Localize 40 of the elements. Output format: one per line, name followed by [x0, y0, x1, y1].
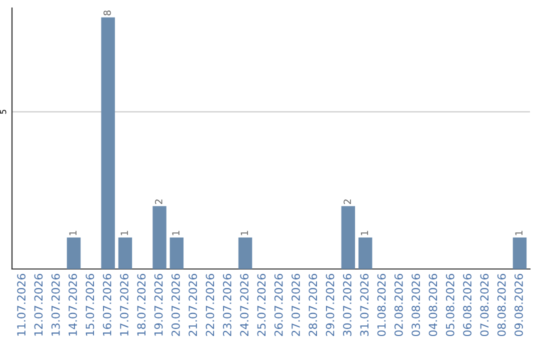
x-tick-label: 11.07.2026 [17, 274, 26, 336]
x-tick-label: 29.07.2026 [326, 274, 334, 336]
x-tick-label: 03.08.2026 [412, 274, 420, 336]
x-tick-label: 28.07.2026 [308, 274, 318, 336]
x-tick-label: 06.08.2026 [463, 274, 472, 336]
x-tick-label: 19.07.2026 [154, 274, 163, 336]
y-tick-label: 5 [0, 110, 6, 114]
data-label: 1 [515, 230, 522, 236]
x-tick-label: 18.07.2026 [137, 274, 146, 336]
data-label: 1 [172, 230, 180, 236]
x-tick-label: 24.07.2026 [240, 274, 248, 336]
x-tick-label: 21.07.2026 [188, 274, 198, 336]
data-label: 1 [360, 230, 368, 236]
x-tick-label: 12.07.2026 [34, 274, 43, 336]
x-tick-label: 13.07.2026 [51, 274, 60, 336]
x-tick-label: 04.08.2026 [428, 274, 438, 336]
x-tick-label: 17.07.2026 [120, 274, 128, 336]
x-tick-label: 07.08.2026 [480, 274, 489, 336]
x-tick-label: 22.07.2026 [206, 274, 214, 336]
x-tick-label: 15.07.2026 [86, 274, 94, 336]
x-tick-label: 09.08.2026 [514, 274, 523, 336]
x-tick-label: 31.07.2026 [360, 274, 369, 336]
x-tick-label: 26.07.2026 [274, 274, 283, 336]
x-tick-label: 27.07.2026 [292, 274, 300, 336]
x-tick-label: 02.08.2026 [394, 274, 403, 336]
x-tick-label: 16.07.2026 [102, 274, 112, 336]
x-tick-label: 14.07.2026 [68, 274, 77, 336]
x-tick-label: 08.08.2026 [497, 274, 506, 336]
x-tick-label: 23.07.2026 [222, 274, 232, 336]
x-tick-label: 30.07.2026 [343, 274, 352, 336]
x-tick-label: 05.08.2026 [446, 274, 454, 336]
x-tick-label: 01.08.2026 [377, 274, 386, 336]
data-label: 1 [69, 230, 76, 236]
data-label: 8 [104, 10, 111, 16]
data-label: 2 [344, 200, 351, 204]
x-tick-label: 25.07.2026 [257, 274, 266, 336]
data-label: 1 [120, 230, 128, 236]
x-tick-label: 20.07.2026 [171, 274, 180, 336]
data-label: 2 [154, 200, 162, 204]
data-label: 1 [240, 230, 248, 236]
